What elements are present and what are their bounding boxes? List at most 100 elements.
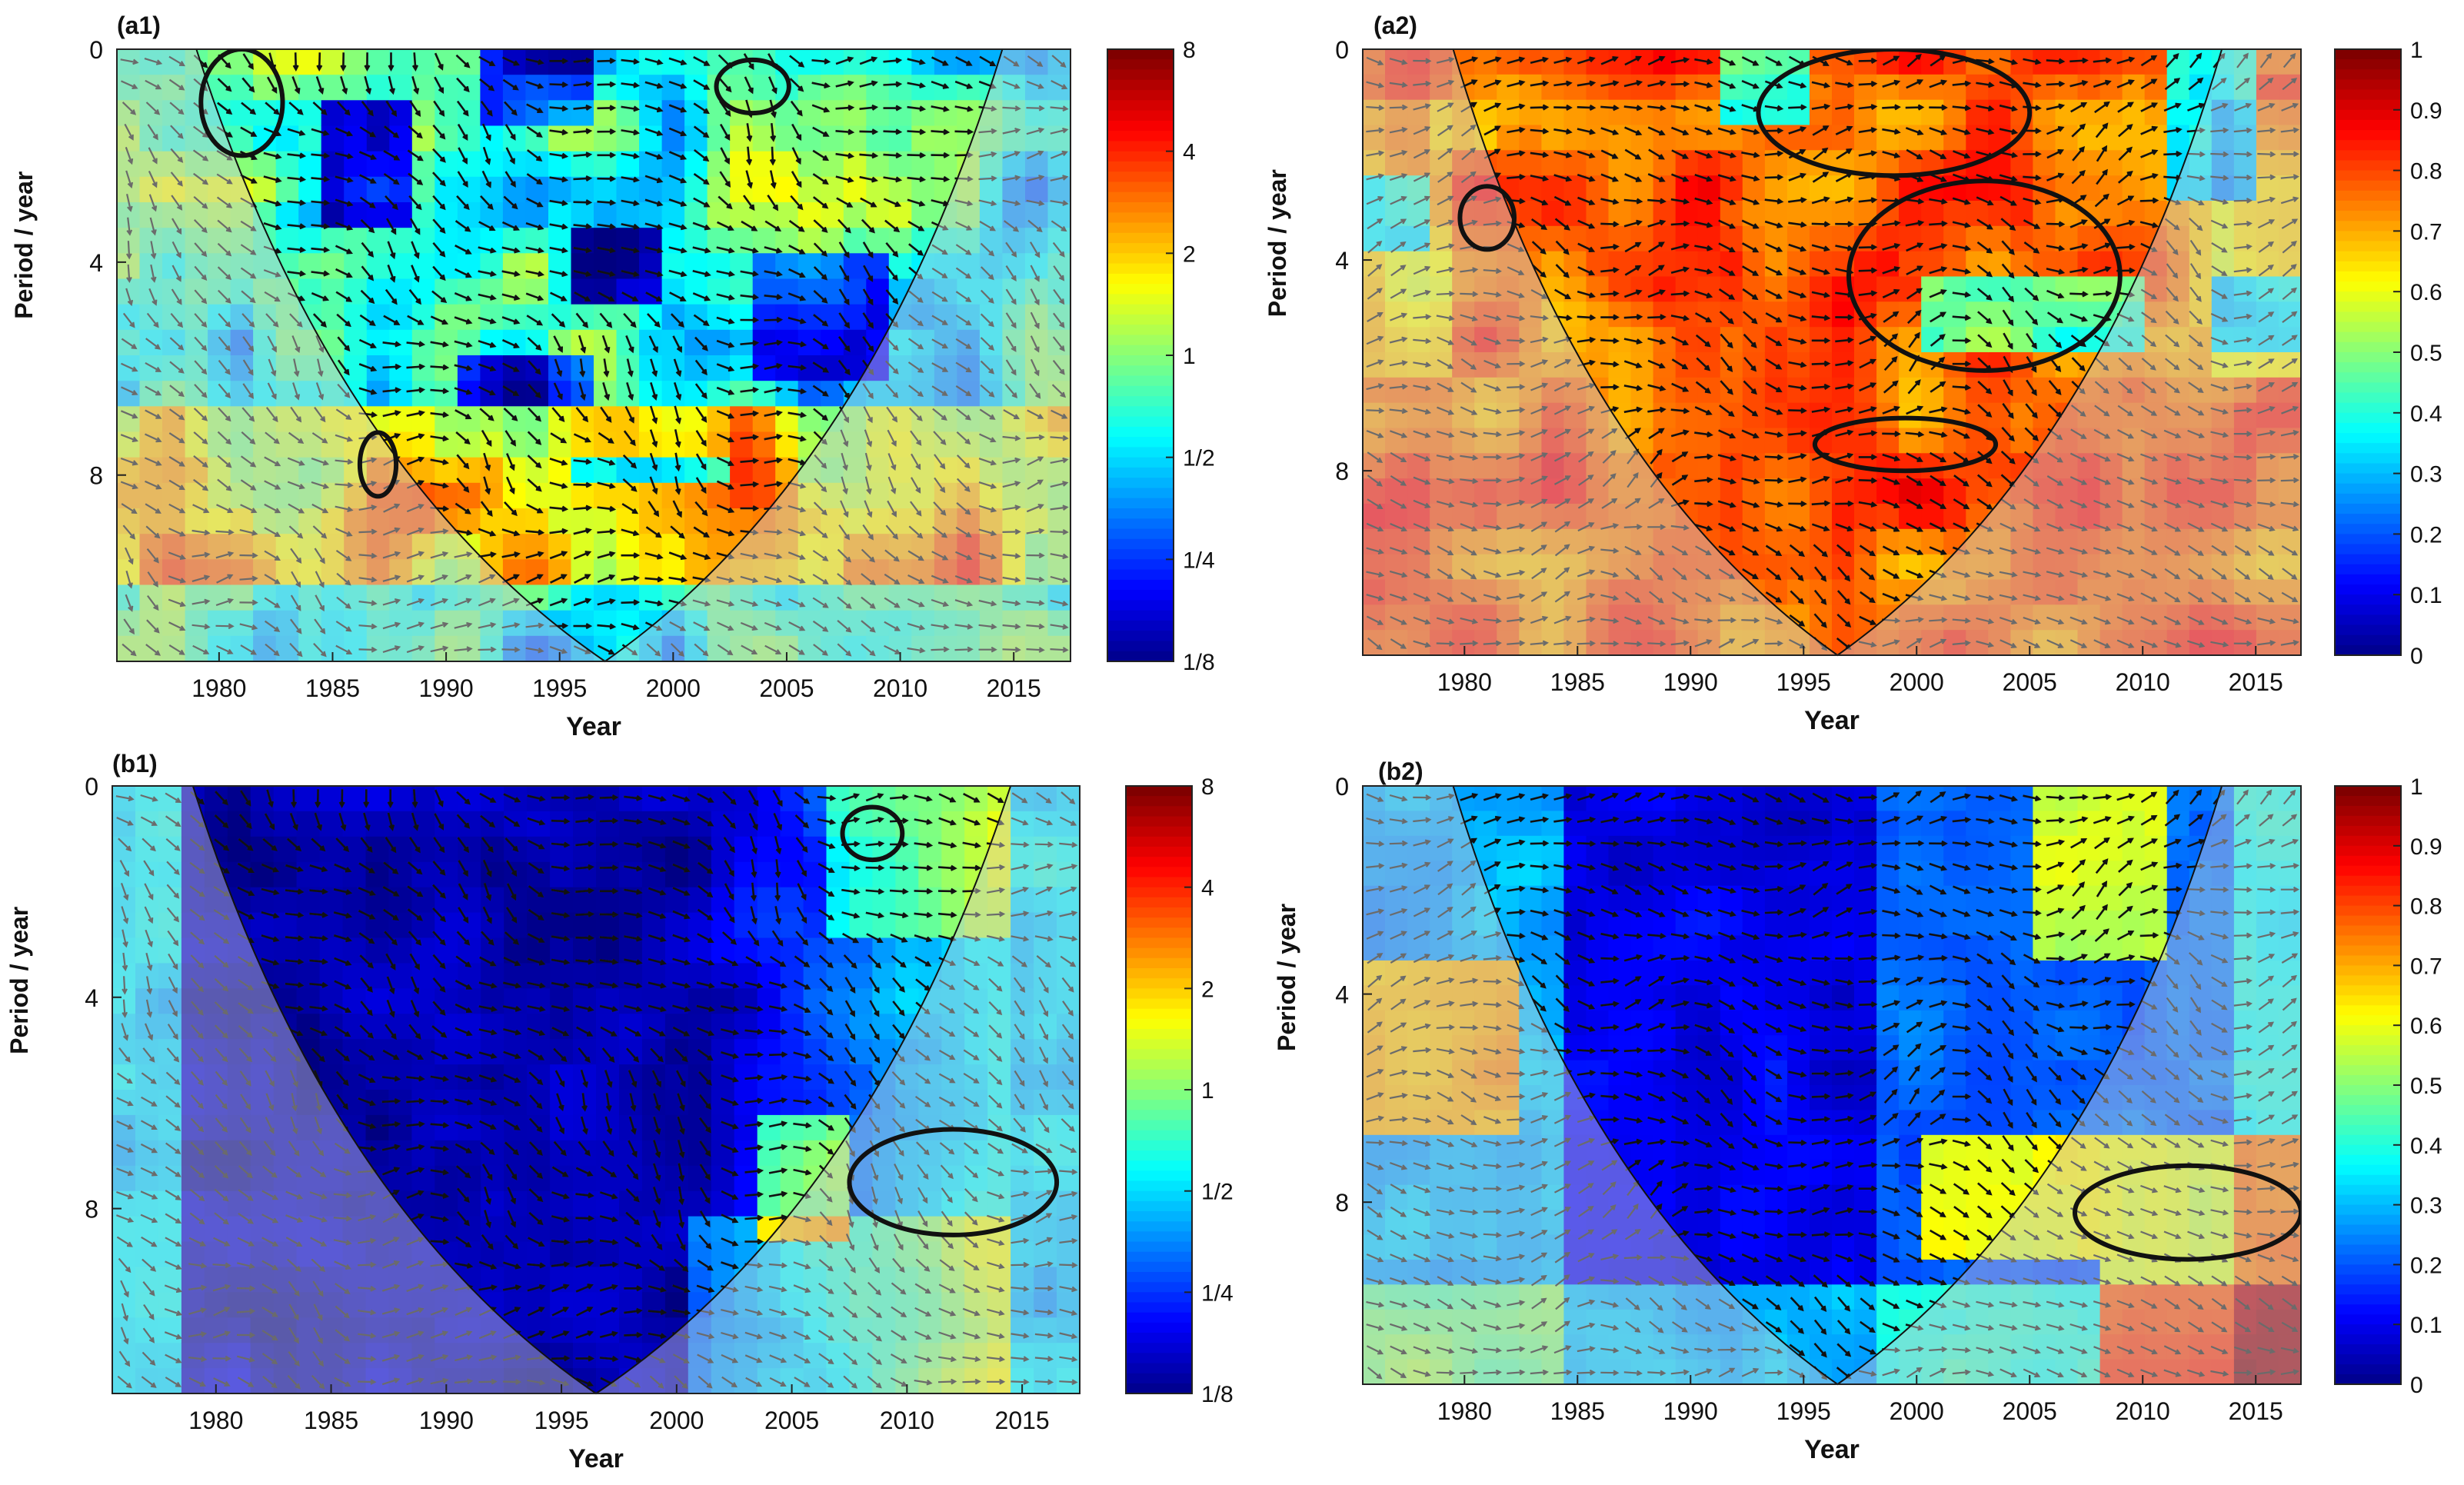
heatmap-cell-outside bbox=[321, 584, 345, 611]
heatmap-cell-outside bbox=[911, 482, 935, 509]
heatmap-cell-outside bbox=[934, 610, 957, 637]
heatmap-cell-outside bbox=[1002, 125, 1026, 152]
heatmap-cell-outside bbox=[208, 431, 231, 458]
heatmap-cell bbox=[480, 278, 504, 305]
heatmap-cell-outside bbox=[1519, 402, 1542, 429]
heatmap-cell bbox=[366, 125, 390, 152]
heatmap-cell-outside bbox=[185, 610, 208, 637]
heatmap-cell-outside bbox=[1002, 559, 1026, 586]
heatmap-cell bbox=[435, 202, 458, 228]
heatmap-cell-outside bbox=[1025, 431, 1049, 458]
heatmap-cell-outside bbox=[1025, 125, 1049, 152]
heatmap-cell-outside bbox=[298, 406, 322, 433]
heatmap-cell-outside bbox=[389, 534, 413, 560]
heatmap-cell bbox=[344, 228, 368, 254]
heatmap-cell-outside bbox=[775, 610, 799, 637]
colorbar-tick-label: 1/8 bbox=[1183, 650, 1215, 675]
heatmap-cell-outside bbox=[1025, 610, 1049, 637]
heatmap-cell bbox=[525, 75, 549, 101]
heatmap-cell-outside bbox=[208, 457, 231, 484]
heatmap-cell-outside bbox=[2033, 579, 2056, 605]
colorbar-segment bbox=[1107, 610, 1174, 621]
colorbar-tick-label: 8 bbox=[1183, 38, 1196, 63]
heatmap-cell-outside bbox=[979, 534, 1003, 560]
heatmap-cell-outside bbox=[2055, 604, 2079, 631]
heatmap-cell-outside bbox=[1407, 276, 1430, 302]
heatmap-cell bbox=[866, 125, 890, 152]
heatmap-cell-outside bbox=[1025, 329, 1049, 356]
heatmap-cell bbox=[525, 253, 549, 280]
heatmap-cell bbox=[548, 534, 572, 560]
heatmap-cell bbox=[616, 610, 640, 637]
heatmap-cell-outside bbox=[1407, 428, 1430, 454]
heatmap-cell-outside bbox=[275, 482, 299, 509]
heatmap-cell-outside bbox=[911, 635, 935, 661]
heatmap-cell bbox=[707, 329, 731, 356]
heatmap-cell-outside bbox=[1047, 508, 1071, 534]
heatmap-cell bbox=[684, 355, 708, 381]
heatmap-cell-outside bbox=[934, 584, 957, 611]
heatmap-cell bbox=[661, 534, 685, 560]
heatmap-cell bbox=[752, 304, 776, 331]
heatmap-cell-outside bbox=[253, 329, 277, 356]
heatmap-cell-outside bbox=[957, 228, 981, 254]
x-tick-label: 2015 bbox=[987, 674, 1041, 702]
heatmap-cell-outside bbox=[730, 584, 754, 611]
heatmap-cell-outside bbox=[1047, 329, 1071, 356]
heatmap-cell-outside bbox=[1988, 604, 2011, 631]
heatmap-cell bbox=[298, 49, 322, 75]
heatmap-cell-outside bbox=[1047, 202, 1071, 228]
heatmap-cell bbox=[457, 151, 481, 178]
heatmap-cell bbox=[707, 125, 731, 152]
heatmap-cell-outside bbox=[389, 508, 413, 534]
heatmap-cell-outside bbox=[253, 431, 277, 458]
heatmap-cell bbox=[707, 151, 731, 178]
x-tick-label: 1985 bbox=[305, 674, 360, 702]
colorbar-segment bbox=[1107, 335, 1174, 346]
heatmap-cell-outside bbox=[253, 559, 277, 586]
heatmap-cell-outside bbox=[230, 610, 254, 637]
heatmap-cell-outside bbox=[344, 508, 368, 534]
heatmap-cell-outside bbox=[707, 635, 731, 661]
heatmap-cell bbox=[866, 75, 890, 101]
heatmap-cell bbox=[934, 100, 957, 127]
x-tick-label: 1995 bbox=[532, 674, 587, 702]
heatmap-cell-outside bbox=[1541, 554, 1564, 581]
colorbar-segment bbox=[1107, 416, 1174, 428]
colorbar-segment bbox=[1107, 151, 1174, 162]
heatmap-cell-outside bbox=[1497, 604, 1520, 631]
colorbar-segment bbox=[1107, 385, 1174, 397]
heatmap-cell bbox=[502, 304, 526, 331]
heatmap-cell-outside bbox=[253, 610, 277, 637]
colorbar-segment bbox=[1107, 325, 1174, 336]
heatmap-cell-outside bbox=[208, 228, 231, 254]
colorbar-segment bbox=[1107, 457, 1174, 468]
heatmap-cell bbox=[548, 253, 572, 280]
x-tick-label: 2010 bbox=[873, 674, 927, 702]
colorbar-segment bbox=[1107, 538, 1174, 550]
heatmap-cell-outside bbox=[117, 100, 141, 127]
heatmap-cell bbox=[594, 610, 618, 637]
heatmap-cell-outside bbox=[821, 635, 844, 661]
colorbar-segment bbox=[1107, 651, 1174, 662]
heatmap-cell bbox=[594, 304, 618, 331]
heatmap-cell-outside bbox=[230, 304, 254, 331]
heatmap-cell bbox=[594, 100, 618, 127]
colorbar-segment bbox=[1107, 426, 1174, 438]
heatmap-cell-outside bbox=[344, 610, 368, 637]
colorbar-segment bbox=[1107, 161, 1174, 172]
heatmap-cell-outside bbox=[1363, 478, 1386, 504]
heatmap-cell-outside bbox=[1047, 431, 1071, 458]
heatmap-cell-outside bbox=[185, 329, 208, 356]
heatmap-cell-outside bbox=[185, 151, 208, 178]
heatmap-cell-outside bbox=[1025, 559, 1049, 586]
heatmap-cell-outside bbox=[162, 329, 186, 356]
heatmap-cell bbox=[775, 49, 799, 75]
colorbar-segment bbox=[1107, 110, 1174, 122]
heatmap-cell bbox=[571, 202, 594, 228]
heatmap-cell-outside bbox=[139, 431, 163, 458]
heatmap-cell-outside bbox=[1452, 276, 1475, 302]
heatmap-cell-outside bbox=[957, 457, 981, 484]
